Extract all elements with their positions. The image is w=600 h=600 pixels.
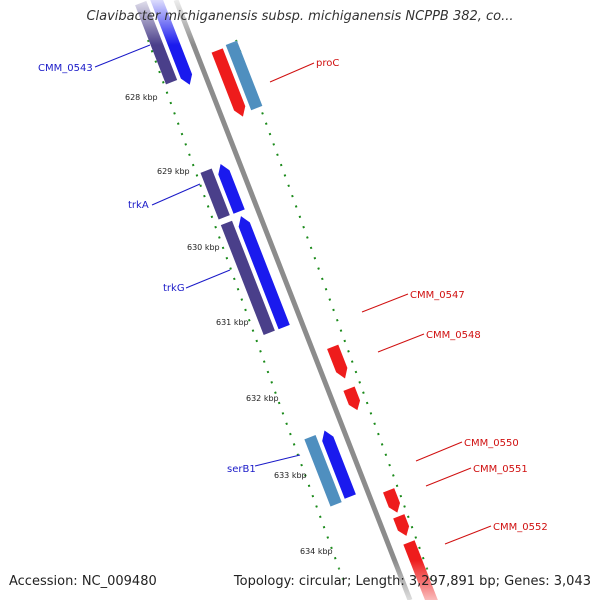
top-fade — [0, 0, 600, 45]
kbp-label: 630 kbp — [187, 243, 220, 252]
leader-line — [377, 333, 425, 353]
gene-label-cmm-0543[interactable]: CMM_0543 — [38, 63, 93, 74]
kbp-label: 628 kbp — [125, 93, 158, 102]
accession-text: Accession: NC_009480 — [9, 574, 157, 589]
genome-stats-text: Topology: circular; Length: 3,297,891 bp… — [233, 574, 591, 589]
gene-arrow[interactable] — [215, 162, 245, 214]
gene-label-cmm-0551[interactable]: CMM_0551 — [473, 464, 528, 475]
gene-arrow[interactable] — [211, 48, 249, 119]
gene-label-cmm-0547[interactable]: CMM_0547 — [410, 290, 465, 301]
leader-line — [444, 525, 492, 545]
gene-label-cmm-0548[interactable]: CMM_0548 — [426, 330, 481, 341]
outer-tick-track — [235, 39, 435, 589]
gene-label-serb1[interactable]: serB1 — [227, 464, 256, 475]
leader-line — [361, 293, 409, 313]
leader-line — [415, 441, 463, 462]
gene-label-trkg[interactable]: trkG — [163, 283, 185, 294]
kbp-label: 631 kbp — [216, 318, 249, 327]
inner-tick-track — [147, 39, 347, 589]
leader-line — [185, 269, 231, 289]
genome-backbone — [173, 0, 413, 600]
gene-arrow[interactable] — [235, 214, 290, 330]
leader-line — [425, 467, 472, 487]
leader-line — [254, 454, 301, 467]
gene-arrow[interactable] — [383, 488, 403, 515]
leader-line — [94, 44, 151, 68]
kbp-label: 629 kbp — [157, 167, 190, 176]
gene-label-cmm-0552[interactable]: CMM_0552 — [493, 522, 548, 533]
gene-arrow[interactable] — [220, 220, 275, 336]
leader-line — [151, 183, 201, 206]
gene-label-cmm-0550[interactable]: CMM_0550 — [464, 438, 519, 449]
gene-arrow[interactable] — [200, 168, 230, 220]
gene-arrow[interactable] — [343, 386, 363, 413]
gene-arrow[interactable] — [225, 40, 263, 111]
kbp-label: 633 kbp — [274, 471, 307, 480]
gene-arrow[interactable] — [327, 344, 351, 381]
gene-arrow[interactable] — [393, 514, 412, 538]
kbp-label: 634 kbp — [300, 547, 333, 556]
gene-arrow[interactable] — [319, 428, 356, 499]
leader-line — [269, 62, 315, 83]
gene-arrow[interactable] — [304, 435, 342, 507]
gene-label-proc[interactable]: proC — [316, 58, 339, 69]
map-title-overlay: Clavibacter michiganensis subsp. michiga… — [86, 9, 514, 24]
kbp-label: 632 kbp — [246, 394, 279, 403]
bottom-fade — [0, 560, 600, 600]
gene-label-trka[interactable]: trkA — [128, 200, 149, 211]
gene-track — [135, 0, 440, 600]
